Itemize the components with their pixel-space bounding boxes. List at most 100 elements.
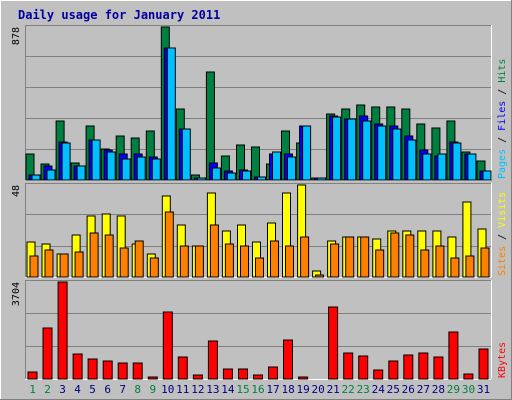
- day-label: 13: [206, 383, 219, 396]
- kbytes-kbytes-bar: [283, 339, 293, 380]
- day-label: 20: [311, 383, 324, 396]
- kbytes-kbytes-bar: [192, 374, 203, 380]
- hits-ymax-label: 878: [11, 27, 22, 45]
- hits-pages-bar: [467, 153, 477, 181]
- day-label: 21: [327, 383, 340, 396]
- day-label: 8: [134, 383, 141, 396]
- day-label: 22: [342, 383, 355, 396]
- visits-sites-bar: [405, 234, 415, 278]
- kbytes-plot-area: [25, 280, 491, 379]
- visits-sites-bar: [300, 236, 310, 278]
- kbytes-kbytes-bar: [448, 331, 459, 380]
- visits-sites-bar: [149, 257, 159, 278]
- day-label: 27: [417, 383, 430, 396]
- hits-pages-bar: [287, 156, 296, 181]
- visits-sites-bar: [59, 253, 69, 278]
- hits-pages-bar: [151, 158, 161, 181]
- kbytes-kbytes-bar: [253, 374, 263, 380]
- day-label: 23: [357, 383, 370, 396]
- visits-legend-part: /: [497, 228, 508, 246]
- kbytes-kbytes-bar: [433, 356, 444, 380]
- day-label: 5: [89, 383, 96, 396]
- hits-pages-bar: [46, 169, 56, 181]
- visits-sites-bar: [360, 236, 370, 278]
- day-label: 18: [281, 383, 294, 396]
- hits-pages-bar: [482, 170, 492, 181]
- hits-legend: Pages / Files / Hits: [497, 59, 508, 179]
- kbytes-kbytes-bar: [388, 360, 399, 380]
- hits-pages-bar: [332, 116, 342, 181]
- visits-sites-bar: [104, 234, 114, 278]
- kbytes-kbytes-bar: [343, 352, 354, 380]
- day-label: 16: [251, 383, 264, 396]
- hits-pages-bar: [407, 139, 417, 181]
- chart-panels: 878 Pages / Files / Hits 48 Sites / Visits 3…: [11, 25, 508, 380]
- day-label: 4: [74, 383, 81, 396]
- day-label: 9: [149, 383, 156, 396]
- visits-sites-bar: [134, 240, 144, 278]
- visits-sites-bar: [240, 245, 249, 278]
- day-label: 26: [402, 383, 415, 396]
- day-label: 29: [447, 383, 460, 396]
- visits-sites-bar: [29, 255, 39, 278]
- day-label: 7: [119, 383, 126, 396]
- hits-legend-part: Hits: [497, 59, 508, 83]
- visits-sites-bar: [209, 224, 219, 278]
- hits-legend-part: Pages: [497, 149, 508, 179]
- day-labels: 1 2 3 4 5 6 7 8 9 10 11 12 13 14 15 16 17 18 19 20 21 22 23 24 2…: [29, 383, 490, 396]
- day-label: 3: [59, 383, 66, 396]
- day-label: 2: [44, 383, 51, 396]
- visits-sites-bar: [224, 243, 234, 278]
- visits-sites-bar: [345, 236, 355, 278]
- visits-sites-bar: [44, 249, 54, 278]
- hits-pages-bar: [377, 125, 387, 181]
- visits-sites-bar: [435, 245, 445, 278]
- hits-pages-bar: [242, 170, 251, 181]
- hits-pages-bar: [91, 139, 101, 181]
- kbytes-kbytes-bar: [328, 306, 339, 380]
- visits-sites-bar: [330, 243, 340, 278]
- kbytes-kbytes-bar: [87, 358, 98, 380]
- kbytes-kbytes-bar: [403, 354, 414, 380]
- kbytes-kbytes-bar: [298, 376, 309, 380]
- hits-pages-bar: [76, 165, 86, 181]
- day-label: 30: [462, 383, 475, 396]
- hits-pages-bar: [437, 153, 447, 181]
- kbytes-kbytes-bar: [147, 376, 158, 380]
- hits-pages-bar: [136, 156, 146, 181]
- kbytes-kbytes-bar: [102, 360, 113, 380]
- kbytes-kbytes-bar: [72, 353, 83, 380]
- hits-pages-bar: [302, 125, 312, 181]
- visits-legend-part: Visits: [497, 192, 508, 228]
- day-label: 25: [387, 383, 400, 396]
- visits-legend: Sites / Visits: [497, 192, 508, 276]
- hits-pages-bar: [181, 128, 191, 181]
- kbytes-kbytes-bar: [42, 327, 53, 380]
- visits-sites-bar: [375, 249, 385, 278]
- kbytes-kbytes-bar: [27, 371, 38, 380]
- kbytes-kbytes-bar: [177, 356, 188, 380]
- hits-legend-part: /: [497, 83, 508, 101]
- panel-visits: 48 Sites / Visits: [11, 183, 508, 278]
- day-label: 14: [221, 383, 235, 396]
- day-label: 24: [372, 383, 386, 396]
- hits-pages-bar: [121, 158, 131, 181]
- visits-sites-bar: [390, 232, 400, 278]
- kbytes-kbytes-bar: [132, 362, 143, 380]
- hits-legend-part: /: [497, 131, 508, 149]
- visits-sites-bar: [164, 211, 174, 278]
- hits-pages-bar: [196, 177, 206, 181]
- visits-sites-bar: [270, 240, 279, 278]
- kbytes-kbytes-bar: [373, 369, 384, 380]
- day-label: 11: [176, 383, 189, 396]
- visits-sites-bar: [315, 274, 325, 278]
- kbytes-kbytes-bar: [117, 362, 128, 380]
- hits-pages-bar: [347, 118, 357, 181]
- hits-legend-part: Files: [497, 101, 508, 131]
- visits-legend-part: Sites: [497, 246, 508, 276]
- panel-hits: 878 Pages / Files / Hits: [11, 25, 508, 181]
- visits-sites-bar: [74, 251, 84, 278]
- kbytes-kbytes-bar: [238, 368, 248, 380]
- hits-pages-bar: [362, 120, 372, 181]
- hits-pages-bar: [257, 176, 266, 181]
